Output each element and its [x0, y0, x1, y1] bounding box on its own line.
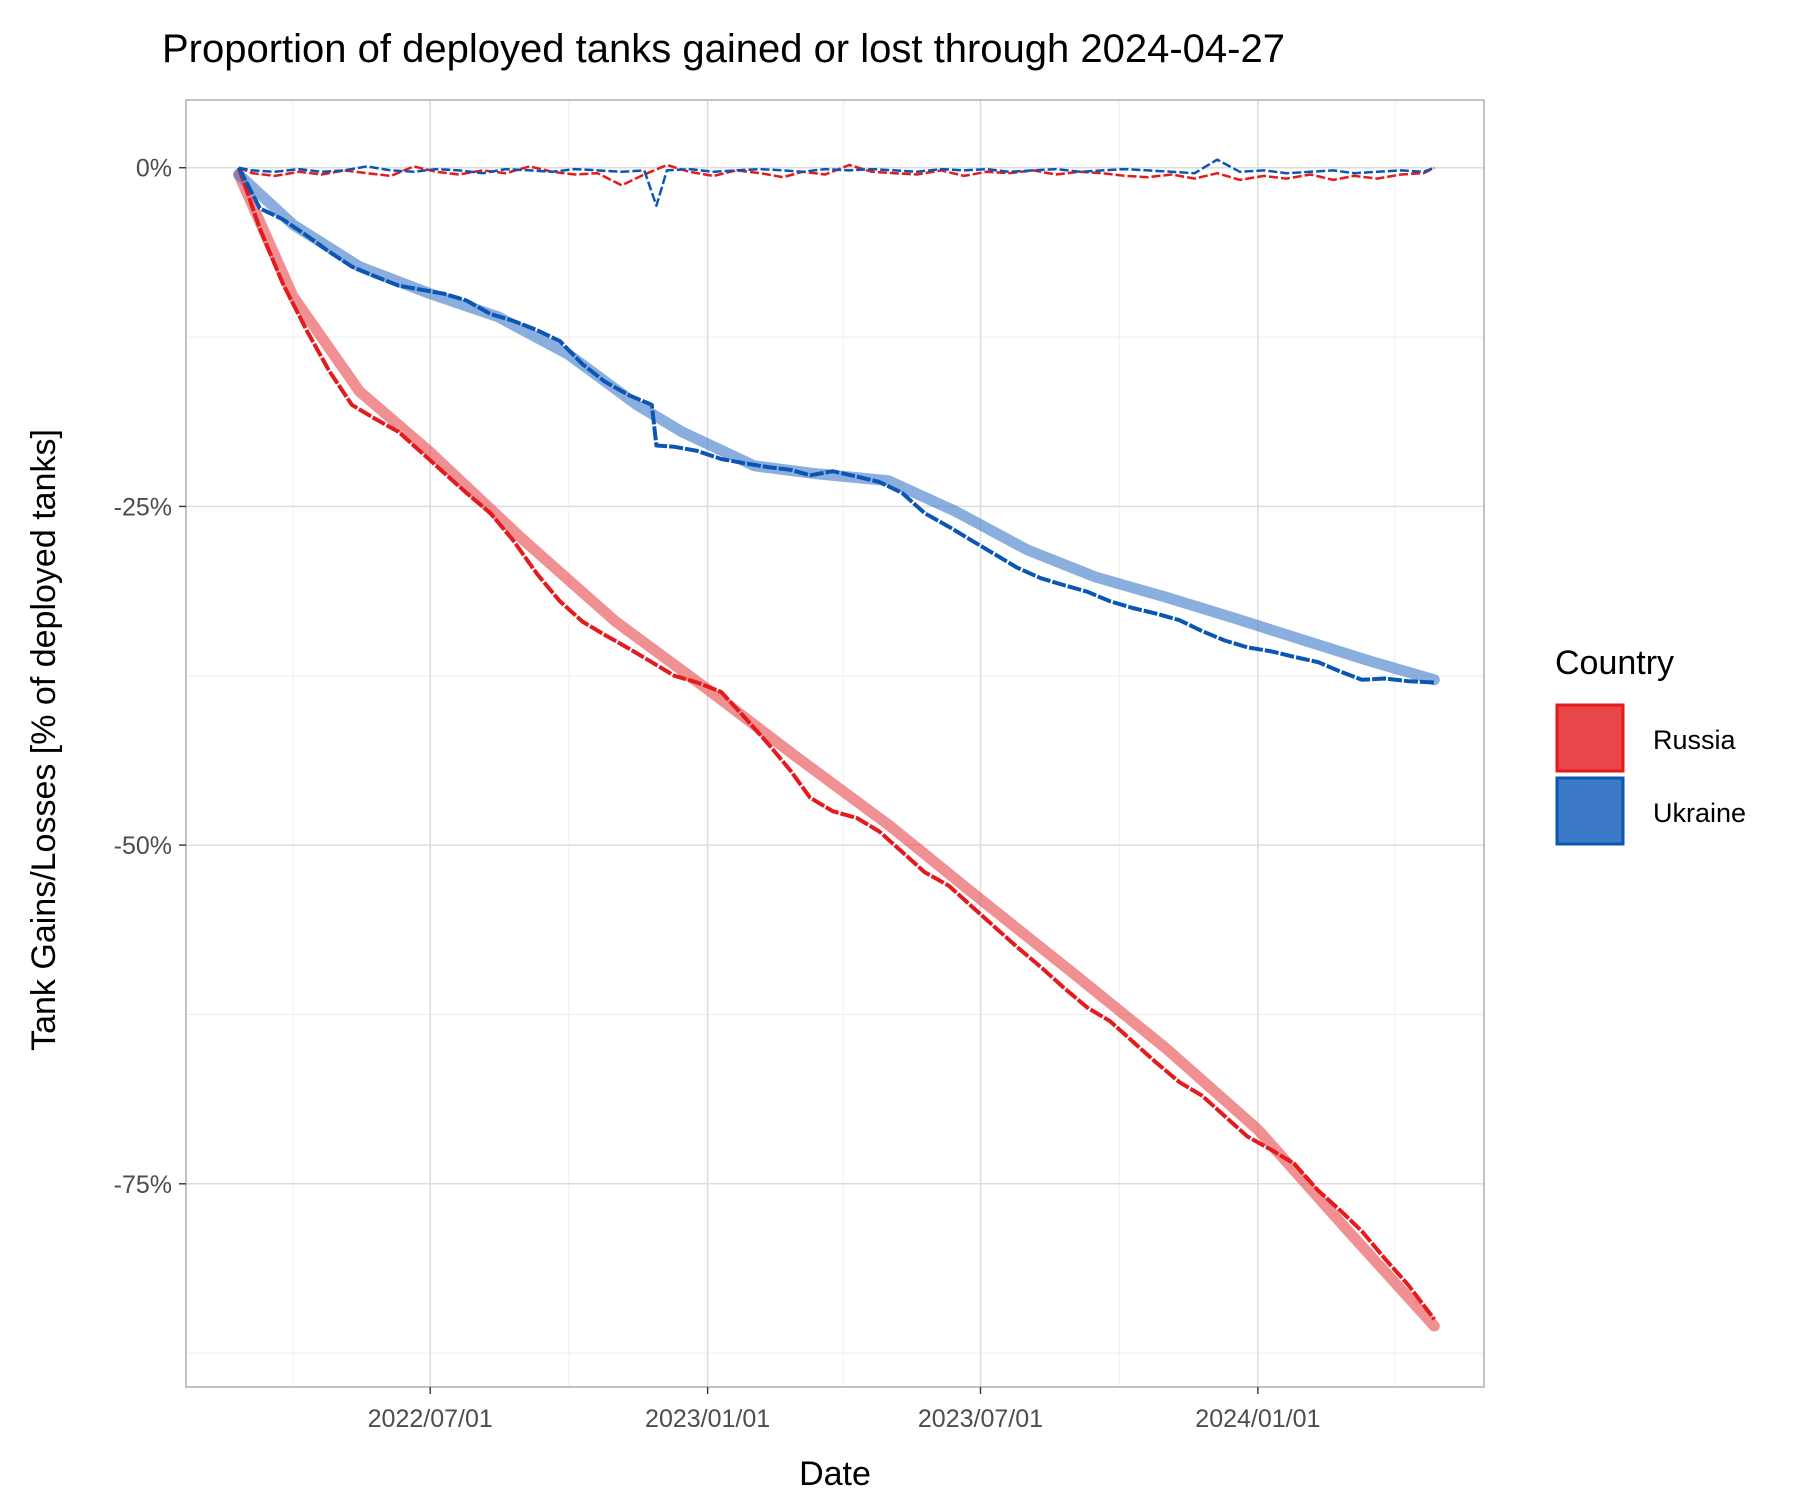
y-tick-label: -75%	[114, 1171, 172, 1199]
plot-panel	[185, 99, 1485, 1388]
cumulative-line-russia	[236, 167, 1436, 1321]
grid	[186, 100, 1484, 1387]
trend-band-ukraine	[233, 169, 1440, 686]
chart-title: Proportion of deployed tanks gained or l…	[162, 27, 1285, 71]
y-tick-label: -50%	[114, 832, 172, 860]
series-lines	[236, 158, 1436, 1321]
daily-line-ukraine	[238, 158, 1435, 207]
legend-label-ukraine: Ukraine	[1653, 798, 1746, 828]
legend-label-russia: Russia	[1653, 725, 1737, 755]
y-tick-label: 0%	[136, 155, 172, 183]
x-tick-label: 2023/07/01	[918, 1405, 1043, 1433]
legend-key-russia	[1555, 703, 1625, 773]
axes: 2022/07/01 2023/01/01 2023/07/01 2024/01/01…	[114, 155, 1321, 1433]
x-tick-label: 2023/01/01	[645, 1405, 770, 1433]
legend-title: Country	[1555, 644, 1674, 682]
trend-band-russia	[233, 169, 1440, 1332]
y-axis-title: Tank Gains/Losses [% of deployed tanks]	[25, 429, 63, 1051]
x-axis-title: Date	[799, 1455, 871, 1493]
y-tick-label: -25%	[114, 493, 172, 521]
legend: Country Russia Ukraine	[1555, 644, 1746, 846]
cumulative-line-ukraine	[237, 166, 1435, 685]
x-tick-label: 2022/07/01	[368, 1405, 493, 1433]
trend-bands	[233, 169, 1440, 1332]
x-tick-label: 2024/01/01	[1195, 1405, 1320, 1433]
legend-key-ukraine	[1555, 776, 1625, 846]
